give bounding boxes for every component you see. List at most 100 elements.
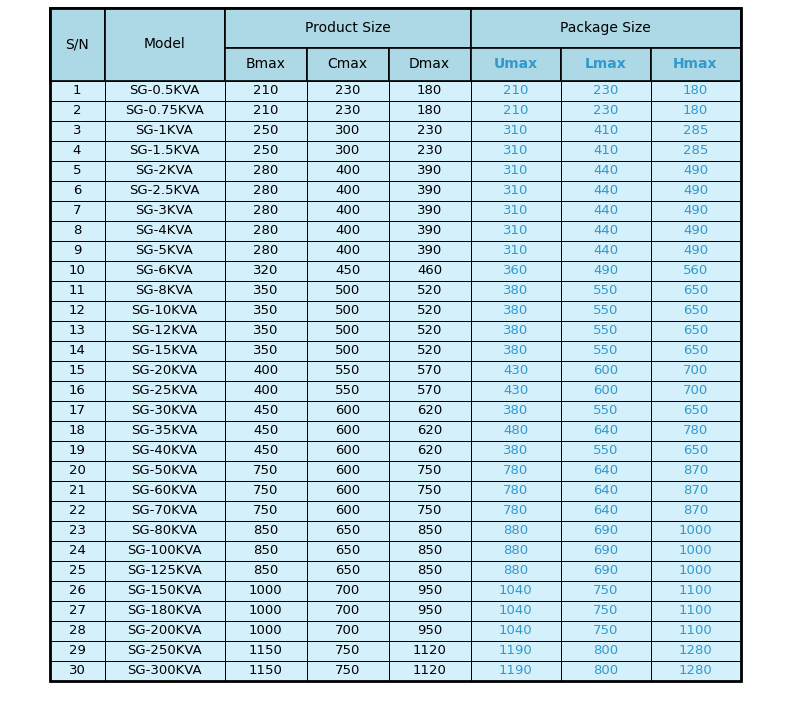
Bar [50,321,104,341]
Text: S/N: S/N [65,37,88,52]
Text: 310: 310 [502,245,529,258]
Text: 870: 870 [683,485,708,498]
Bar [224,181,307,201]
Bar [307,541,389,561]
Text: SG-2KVA: SG-2KVA [136,164,194,177]
Text: 800: 800 [593,645,618,658]
Text: 600: 600 [593,385,618,398]
Text: 440: 440 [593,205,618,218]
Bar [224,121,307,141]
Bar [224,281,307,301]
Text: Cmax: Cmax [327,57,367,72]
Bar [50,621,104,641]
Text: 310: 310 [502,185,529,197]
Text: 280: 280 [253,185,278,197]
Bar [50,281,104,301]
Text: 20: 20 [69,465,85,477]
Bar [307,321,389,341]
Text: 2: 2 [73,105,81,118]
Text: 280: 280 [253,164,278,177]
Text: 700: 700 [683,365,708,378]
Bar [650,581,740,601]
Text: 11: 11 [69,284,85,297]
Text: 520: 520 [417,284,442,297]
Text: 640: 640 [593,465,618,477]
Bar [471,381,560,401]
Text: SG-20KVA: SG-20KVA [131,365,198,378]
Bar [307,301,389,321]
Bar [560,341,650,361]
Text: 400: 400 [335,164,360,177]
Text: 750: 750 [417,505,442,518]
Bar [471,321,560,341]
Text: 22: 22 [69,505,85,518]
Text: 490: 490 [683,225,708,238]
Text: SG-35KVA: SG-35KVA [131,424,198,437]
Bar [389,621,471,641]
Bar [224,601,307,621]
Text: 320: 320 [253,264,278,277]
Text: 690: 690 [593,525,618,538]
Bar [471,641,560,661]
Text: 500: 500 [335,284,360,297]
Text: 400: 400 [335,245,360,258]
Bar [307,381,389,401]
Bar [471,401,560,421]
Bar [650,601,740,621]
Text: 230: 230 [335,105,360,118]
Bar [389,181,471,201]
Bar [560,641,650,661]
Bar [650,121,740,141]
Bar [389,521,471,541]
Bar [471,481,560,501]
Text: 600: 600 [335,444,360,457]
Text: 15: 15 [69,365,85,378]
Bar [650,461,740,481]
Text: SG-125KVA: SG-125KVA [127,564,202,577]
Text: 550: 550 [592,404,619,417]
Bar [224,441,307,461]
Bar [560,621,650,641]
Bar [104,581,224,601]
Text: 1000: 1000 [249,584,282,597]
Text: 310: 310 [502,144,529,157]
Bar [650,241,740,261]
Text: 600: 600 [335,424,360,437]
Bar [560,301,650,321]
Bar [560,421,650,441]
Bar [389,301,471,321]
Text: 1000: 1000 [679,564,713,577]
Bar [224,8,471,48]
Bar [50,441,104,461]
Bar [307,581,389,601]
Text: 490: 490 [683,205,708,218]
Text: 21: 21 [69,485,85,498]
Bar [389,501,471,521]
Bar [224,261,307,281]
Text: SG-0.75KVA: SG-0.75KVA [125,105,204,118]
Bar [224,581,307,601]
Bar [50,401,104,421]
Bar [104,201,224,221]
Text: 5: 5 [73,164,81,177]
Bar [471,221,560,241]
Text: 600: 600 [335,404,360,417]
Text: 310: 310 [502,225,529,238]
Text: 870: 870 [683,505,708,518]
Bar [560,501,650,521]
Bar [650,141,740,161]
Bar [104,141,224,161]
Text: SG-150KVA: SG-150KVA [127,584,202,597]
Bar [224,481,307,501]
Text: 1280: 1280 [679,645,713,658]
Text: 850: 850 [417,544,442,557]
Text: 230: 230 [592,105,619,118]
Bar [471,8,740,48]
Bar [224,461,307,481]
Bar [650,441,740,461]
Bar [104,281,224,301]
Text: 450: 450 [253,404,278,417]
Text: SG-250KVA: SG-250KVA [127,645,202,658]
Bar [307,281,389,301]
Bar [104,481,224,501]
